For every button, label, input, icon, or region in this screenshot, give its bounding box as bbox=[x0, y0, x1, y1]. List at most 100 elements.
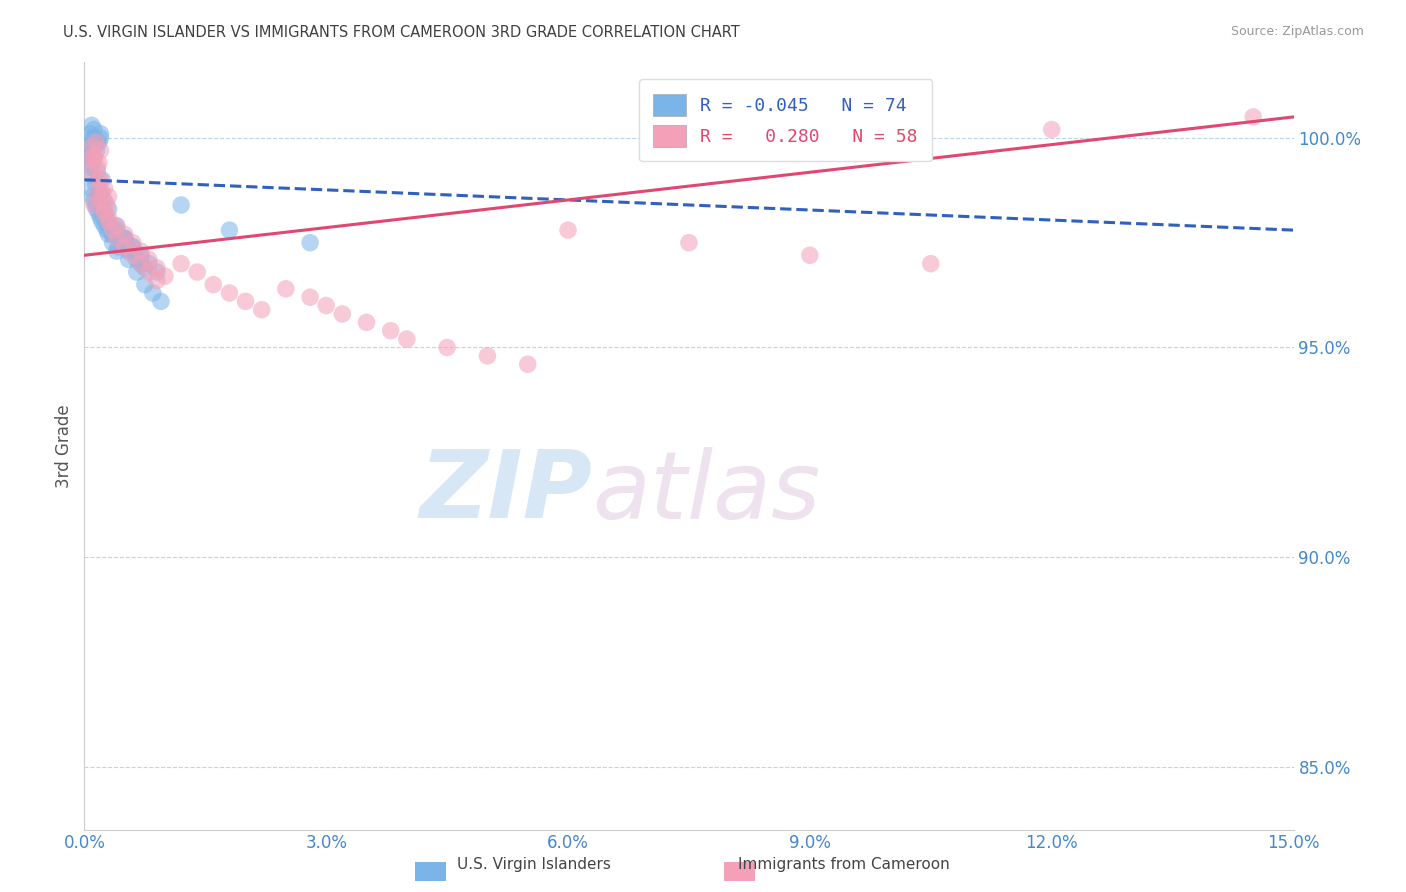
Point bbox=[105, 219, 128, 233]
Point bbox=[235, 294, 257, 309]
Point bbox=[89, 144, 111, 158]
Point bbox=[218, 223, 240, 237]
Point bbox=[80, 118, 103, 132]
Point bbox=[82, 189, 104, 203]
Point bbox=[114, 231, 136, 245]
Legend: R = -0.045   N = 74, R =   0.280   N = 58: R = -0.045 N = 74, R = 0.280 N = 58 bbox=[638, 79, 932, 161]
Point bbox=[170, 198, 193, 212]
Point bbox=[299, 235, 322, 250]
Point bbox=[89, 131, 111, 145]
Point bbox=[80, 147, 103, 161]
Point bbox=[557, 223, 579, 237]
Point bbox=[105, 231, 128, 245]
Text: U.S. Virgin Islanders: U.S. Virgin Islanders bbox=[457, 857, 612, 872]
Point bbox=[87, 186, 110, 200]
Point bbox=[91, 186, 114, 200]
Point bbox=[86, 202, 108, 216]
Point bbox=[93, 202, 115, 216]
Point bbox=[186, 265, 208, 279]
Point bbox=[678, 235, 700, 250]
Point bbox=[107, 240, 129, 254]
Point bbox=[87, 156, 110, 170]
Point bbox=[101, 235, 124, 250]
Point bbox=[114, 231, 136, 245]
Point bbox=[799, 248, 821, 262]
Point bbox=[87, 135, 110, 149]
Point bbox=[93, 181, 115, 195]
Point bbox=[77, 139, 100, 153]
Point bbox=[87, 206, 110, 220]
Point bbox=[80, 152, 103, 166]
Point bbox=[380, 324, 402, 338]
Point bbox=[83, 194, 105, 208]
Point bbox=[86, 160, 108, 174]
Point bbox=[129, 257, 152, 271]
Point bbox=[118, 252, 141, 267]
Text: Immigrants from Cameroon: Immigrants from Cameroon bbox=[738, 857, 949, 872]
Point bbox=[101, 223, 124, 237]
Point bbox=[121, 240, 143, 254]
Point bbox=[121, 240, 143, 254]
Point bbox=[250, 302, 273, 317]
Point bbox=[395, 332, 418, 346]
Point bbox=[114, 240, 136, 254]
Point bbox=[84, 177, 107, 191]
Point bbox=[121, 244, 143, 258]
Point bbox=[93, 194, 115, 208]
Point bbox=[105, 219, 128, 233]
Point bbox=[110, 235, 132, 250]
Point bbox=[1241, 110, 1264, 124]
Point bbox=[142, 285, 165, 300]
Point bbox=[146, 265, 169, 279]
Point bbox=[125, 265, 148, 279]
Point bbox=[89, 127, 111, 141]
Point bbox=[96, 223, 118, 237]
Point bbox=[125, 252, 148, 267]
Point bbox=[170, 257, 193, 271]
Point bbox=[89, 173, 111, 187]
Point bbox=[82, 139, 104, 153]
Y-axis label: 3rd Grade: 3rd Grade bbox=[55, 404, 73, 488]
Point bbox=[134, 277, 156, 292]
Point bbox=[101, 227, 124, 242]
Point bbox=[101, 223, 124, 237]
Point bbox=[1040, 122, 1063, 136]
Point bbox=[129, 257, 152, 271]
Point bbox=[83, 131, 105, 145]
Point bbox=[86, 135, 108, 149]
Point bbox=[97, 202, 120, 216]
Point bbox=[93, 206, 115, 220]
Point bbox=[91, 202, 114, 216]
Point bbox=[97, 211, 120, 225]
Point bbox=[101, 227, 124, 242]
Point bbox=[97, 227, 120, 242]
Point bbox=[118, 244, 141, 258]
Point bbox=[105, 244, 128, 258]
Point bbox=[86, 144, 108, 158]
Point bbox=[96, 215, 118, 229]
Point bbox=[93, 219, 115, 233]
Point bbox=[97, 215, 120, 229]
Point bbox=[138, 252, 160, 267]
Point bbox=[920, 257, 942, 271]
Point bbox=[114, 231, 136, 245]
Point bbox=[86, 186, 108, 200]
Point bbox=[82, 131, 104, 145]
Point bbox=[80, 164, 103, 178]
Point bbox=[91, 173, 114, 187]
Point bbox=[315, 299, 337, 313]
Point bbox=[121, 235, 143, 250]
Point bbox=[83, 152, 105, 166]
Point bbox=[202, 277, 225, 292]
Point bbox=[436, 341, 458, 355]
Point bbox=[146, 260, 169, 275]
Point bbox=[330, 307, 353, 321]
Point bbox=[86, 135, 108, 149]
Point bbox=[274, 282, 297, 296]
Point bbox=[138, 265, 160, 279]
Point bbox=[89, 186, 111, 200]
Point bbox=[129, 248, 152, 262]
Point bbox=[129, 248, 152, 262]
Point bbox=[134, 260, 156, 275]
Text: U.S. VIRGIN ISLANDER VS IMMIGRANTS FROM CAMEROON 3RD GRADE CORRELATION CHART: U.S. VIRGIN ISLANDER VS IMMIGRANTS FROM … bbox=[63, 25, 740, 40]
